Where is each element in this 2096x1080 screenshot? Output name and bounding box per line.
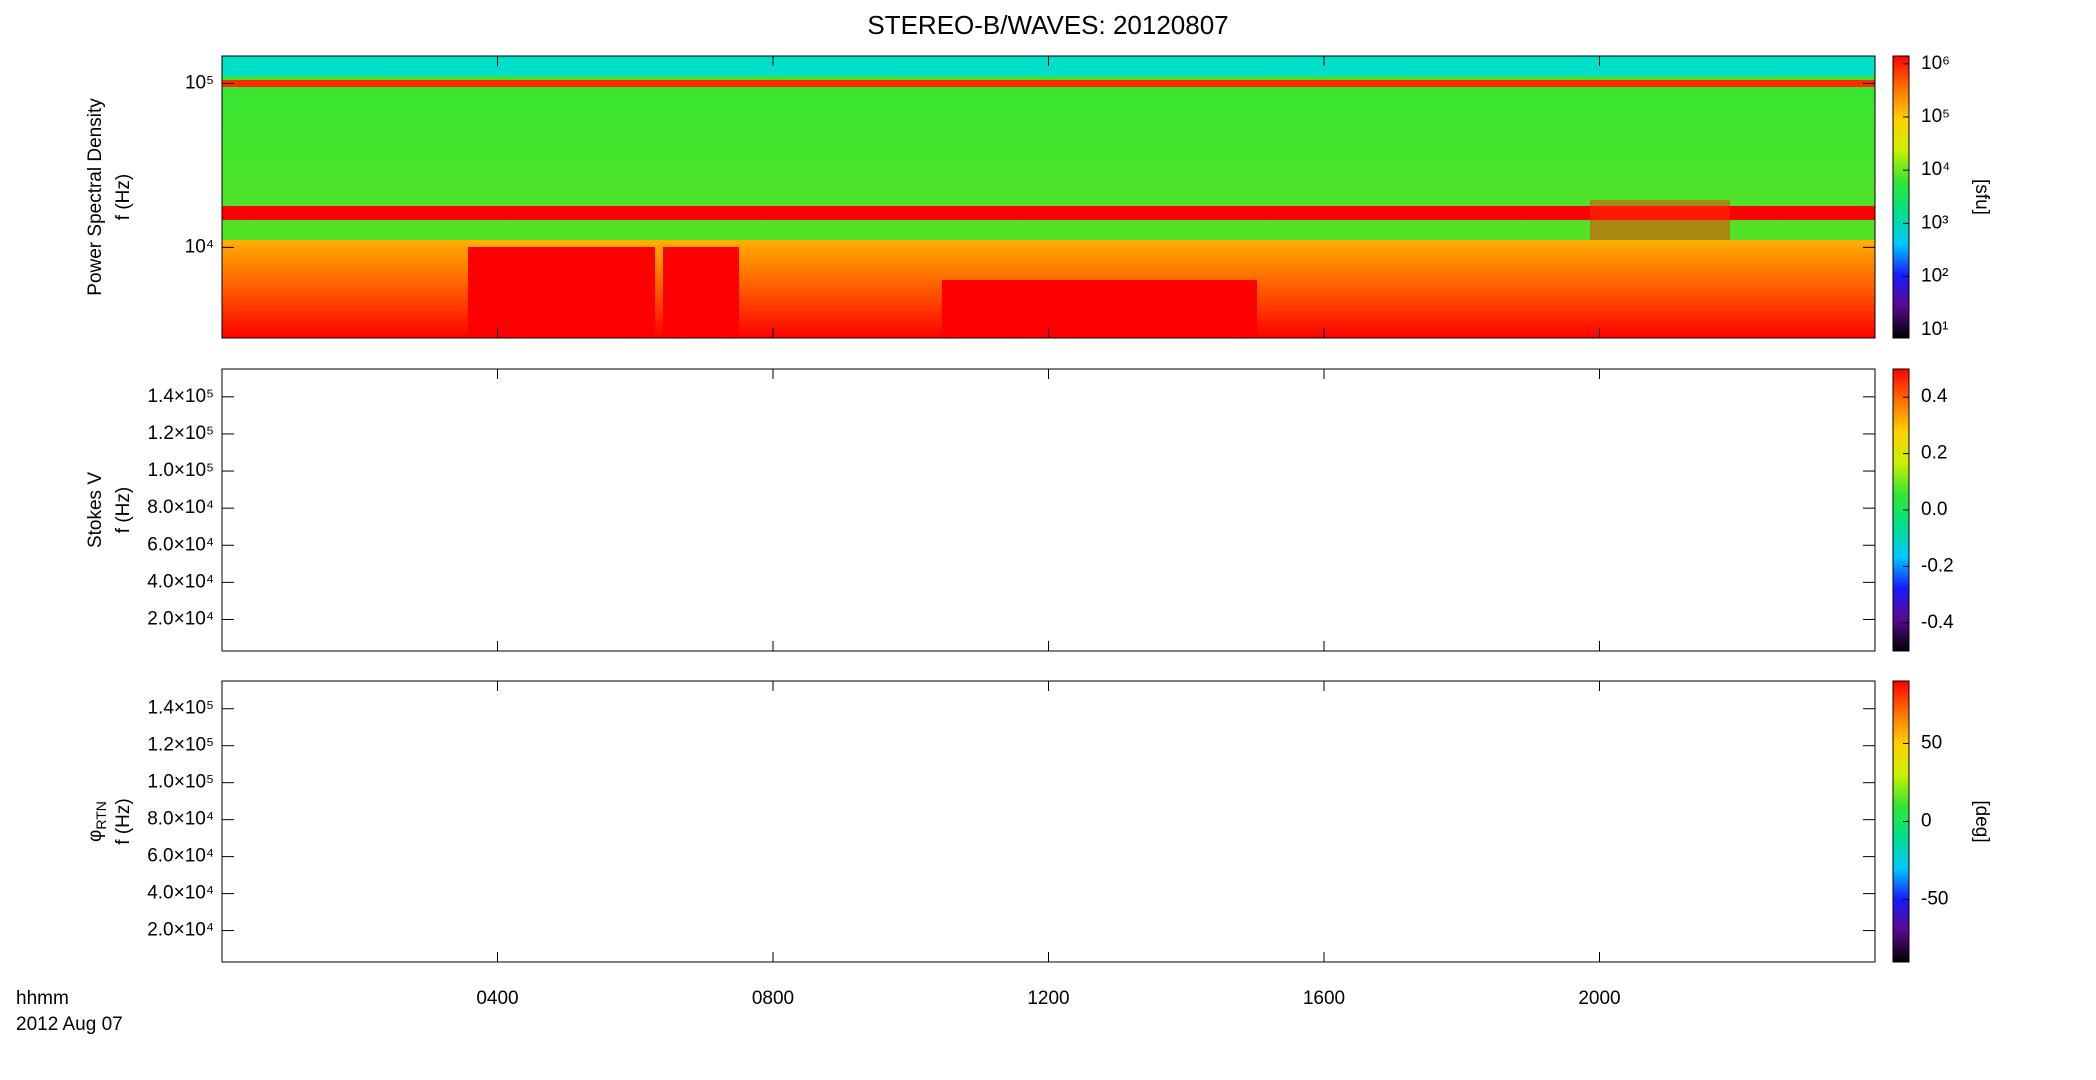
spectrogram-image <box>222 56 1875 338</box>
y-axis-label: f (Hz) <box>113 487 134 533</box>
colorbar <box>1892 55 1910 339</box>
colorbar-tick-label: 10⁴ <box>1921 159 1950 180</box>
plot-frame <box>221 368 1876 652</box>
y-tick-label: 4.0×10⁴ <box>147 571 214 592</box>
colorbar-tick-label: 0.0 <box>1921 499 1947 520</box>
y-tick-label: 1.0×10⁵ <box>147 460 214 481</box>
colorbar-tick-label: 0.4 <box>1921 386 1948 407</box>
x-tick-label: 1200 <box>1027 988 1069 1009</box>
colorbar-label: [sfu] <box>1971 179 1992 215</box>
x-tick-label: 0400 <box>476 988 518 1009</box>
x-axis-label: hhmm <box>16 988 69 1009</box>
x-axis-date: 2012 Aug 07 <box>16 1014 123 1035</box>
x-tick-label: 1600 <box>1303 988 1345 1009</box>
y-axis-label-subscript: RTN <box>93 801 109 830</box>
y-axis-label: Power Spectral Density <box>85 98 106 296</box>
y-tick-label: 8.0×10⁴ <box>147 809 214 830</box>
y-tick-label: 10⁵ <box>185 72 214 93</box>
y-tick-label: 4.0×10⁴ <box>147 883 214 904</box>
colorbar-tick-label: 50 <box>1921 732 1942 753</box>
colorbar-tick-label: 10² <box>1921 266 1948 287</box>
colorbar-tick-label: 10³ <box>1921 212 1948 233</box>
colorbar-tick-label: -0.2 <box>1921 555 1954 576</box>
y-axis-label-symbol: φ <box>85 830 106 842</box>
y-axis-label: f (Hz) <box>113 798 134 844</box>
y-tick-label: 1.4×10⁵ <box>147 698 214 719</box>
colorbar-tick-label: 0 <box>1921 811 1932 832</box>
y-tick-label: 1.4×10⁵ <box>147 386 214 407</box>
y-tick-label: 2.0×10⁴ <box>147 920 214 941</box>
y-tick-label: 6.0×10⁴ <box>147 534 214 555</box>
colorbar-tick-label: 10¹ <box>1921 319 1948 340</box>
x-tick-label: 2000 <box>1578 988 1620 1009</box>
colorbar-tick-label: -0.4 <box>1921 612 1954 633</box>
title: STEREO-B/WAVES: 20120807 <box>867 10 1228 40</box>
y-axis-label: f (Hz) <box>113 174 134 220</box>
colorbar-tick-label: 10⁶ <box>1921 53 1950 74</box>
colorbar-tick-label: 0.2 <box>1921 443 1947 464</box>
colorbar-tick-label: -50 <box>1921 889 1948 910</box>
x-tick-label: 0800 <box>752 988 794 1009</box>
colorbar-tick-label: 10⁵ <box>1921 106 1950 127</box>
y-tick-label: 1.2×10⁵ <box>147 735 214 756</box>
y-tick-label: 10⁴ <box>185 236 214 257</box>
colorbar-label: [deg] <box>1971 800 1992 842</box>
y-tick-label: 2.0×10⁴ <box>147 608 214 629</box>
y-tick-label: 8.0×10⁴ <box>147 497 214 518</box>
y-axis-label: Stokes V <box>85 472 106 548</box>
y-tick-label: 1.2×10⁵ <box>147 423 214 444</box>
y-tick-label: 6.0×10⁴ <box>147 846 214 867</box>
plot-frame <box>221 680 1876 963</box>
y-axis-label: φRTN <box>85 801 109 842</box>
y-tick-label: 1.0×10⁵ <box>147 772 214 793</box>
